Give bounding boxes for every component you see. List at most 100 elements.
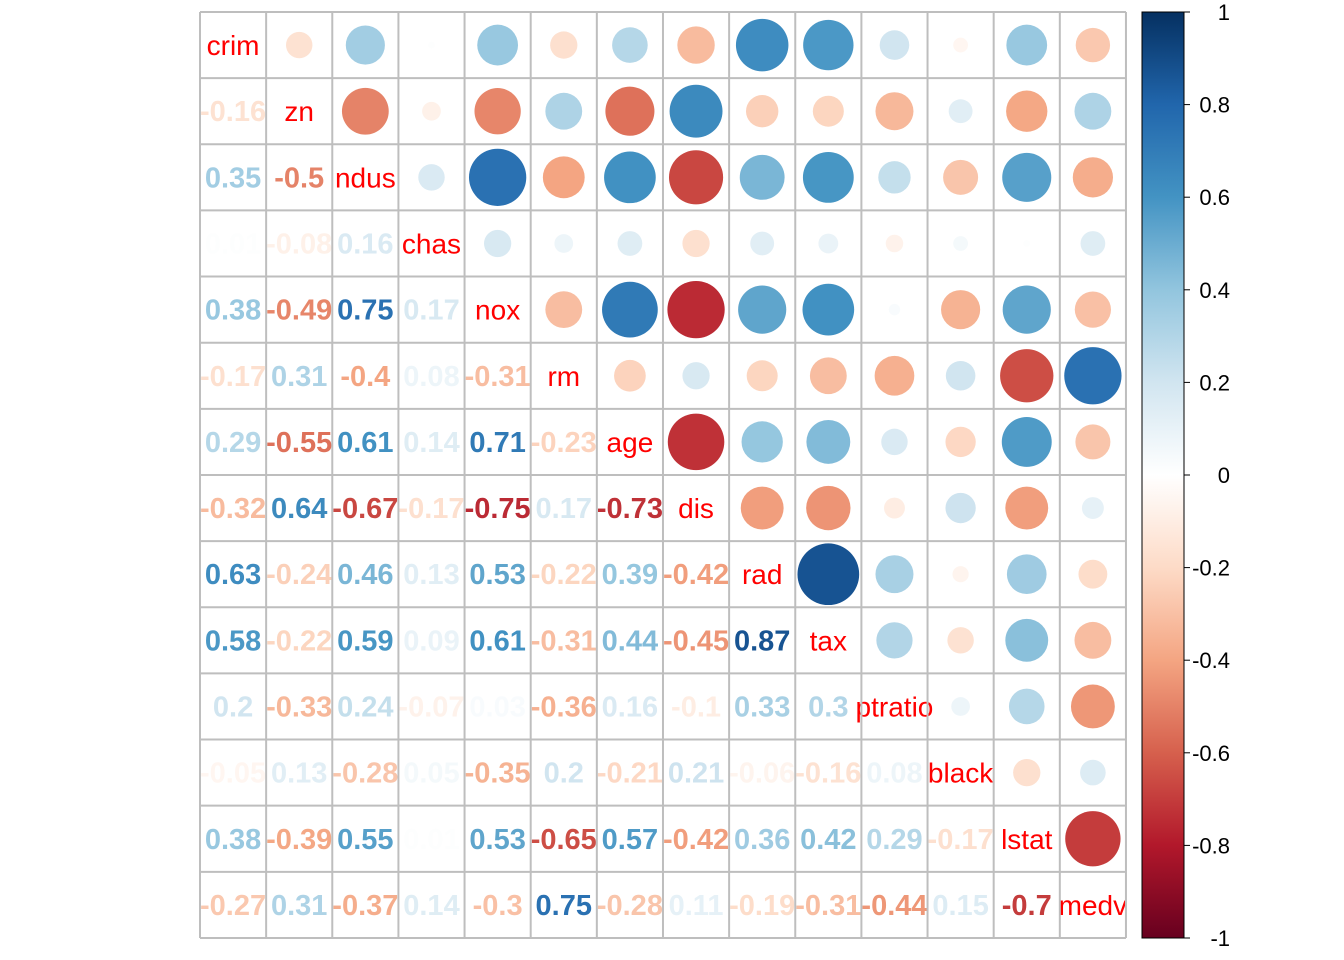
corr-circle-indus-rm xyxy=(542,156,585,199)
corr-circle-zn-ptratio xyxy=(875,92,914,131)
corr-circle-nox-medv xyxy=(1074,291,1112,328)
corr-value-nox-zn: -0.49 xyxy=(266,295,332,327)
corr-circle-indus-tax xyxy=(802,151,854,203)
corr-circle-dis-ptratio xyxy=(884,497,905,519)
corr-circle-tax-lstat xyxy=(1005,618,1049,662)
colorbar-tick-label: 0.8 xyxy=(1199,93,1230,118)
corr-circle-crim-chas xyxy=(428,41,435,49)
diagonal-label-rad: rad xyxy=(742,559,782,590)
corr-circle-zn-rm xyxy=(545,92,583,130)
corr-value-rad-zn: -0.24 xyxy=(266,559,332,591)
corr-value-lstat-nox: 0.53 xyxy=(469,824,525,856)
colorbar-tick-label: 1 xyxy=(1218,0,1230,25)
corr-circle-indus-nox xyxy=(468,148,527,206)
corr-circle-zn-dis xyxy=(669,84,723,138)
corr-value-dis-age: -0.73 xyxy=(597,493,663,525)
corr-circle-crim-lstat xyxy=(1006,24,1048,66)
corr-value-black-tax: -0.16 xyxy=(795,758,861,790)
corr-value-lstat-tax: 0.42 xyxy=(800,824,856,856)
corr-value-age-crim: 0.29 xyxy=(205,427,261,459)
corr-value-medv-rm: 0.75 xyxy=(536,890,592,922)
corr-circle-age-ptratio xyxy=(881,428,908,456)
corr-value-black-rad: -0.06 xyxy=(729,758,795,790)
corr-circle-chas-rad xyxy=(750,231,775,256)
diagonal-label-crim: crim xyxy=(207,30,260,61)
corr-circle-age-medv xyxy=(1075,424,1111,460)
corr-circle-crim-age xyxy=(612,27,648,63)
corr-circle-age-dis xyxy=(667,413,725,471)
corr-value-tax-indus: 0.59 xyxy=(337,625,393,657)
corr-value-tax-zn: -0.22 xyxy=(266,625,332,657)
corr-circle-rm-rad xyxy=(746,360,778,392)
corr-value-medv-lstat: -0.7 xyxy=(1002,890,1052,922)
corr-value-medv-crim: -0.27 xyxy=(200,890,266,922)
colorbar-tick-label: -1 xyxy=(1210,926,1230,951)
corr-circle-indus-black xyxy=(943,159,979,195)
corr-circle-rm-lstat xyxy=(1000,349,1054,403)
corr-value-black-chas: 0.05 xyxy=(403,758,459,790)
colorbar-tick-label: -0.4 xyxy=(1192,648,1230,673)
corr-circle-dis-tax xyxy=(806,485,851,531)
corr-circle-chas-medv xyxy=(1080,231,1106,256)
corr-circle-rad-ptratio xyxy=(875,555,914,594)
corr-value-nox-chas: 0.17 xyxy=(403,295,459,327)
corr-value-black-age: -0.21 xyxy=(597,758,663,790)
corr-value-lstat-rm: -0.65 xyxy=(531,824,597,856)
corr-circle-crim-tax xyxy=(803,19,854,71)
corr-circle-dis-medv xyxy=(1081,497,1104,520)
corr-circle-age-black xyxy=(945,426,976,458)
corr-circle-nox-rad xyxy=(738,285,787,334)
corr-value-medv-dis: 0.11 xyxy=(669,890,724,922)
corr-value-lstat-chas: 0.01 xyxy=(403,824,459,856)
corr-circle-zn-nox xyxy=(474,88,521,135)
corr-circle-rm-black xyxy=(945,360,976,391)
corr-value-black-zn: 0.13 xyxy=(271,758,327,790)
corr-circle-nox-rm xyxy=(545,291,583,329)
corr-circle-tax-black xyxy=(947,627,974,654)
diagonal-label-chas: chas xyxy=(402,228,461,259)
corr-circle-crim-indus xyxy=(345,25,385,65)
corr-value-indus-crim: 0.35 xyxy=(205,162,261,194)
corr-value-tax-chas: 0.09 xyxy=(403,625,459,657)
corr-circle-ptratio-black xyxy=(951,697,970,716)
corr-value-ptratio-tax: 0.3 xyxy=(808,691,848,723)
corr-circle-crim-dis xyxy=(677,26,715,64)
corr-value-ptratio-dis: -0.1 xyxy=(671,691,721,723)
colorbar-tick-label: 0.6 xyxy=(1199,185,1230,210)
corr-circle-rm-medv xyxy=(1064,347,1122,405)
corr-value-medv-chas: 0.14 xyxy=(403,890,459,922)
corr-value-black-dis: 0.21 xyxy=(668,758,724,790)
corr-circle-nox-dis xyxy=(667,280,725,339)
corr-circle-indus-age xyxy=(604,151,656,204)
corr-circle-age-rad xyxy=(741,421,783,463)
corr-circle-tax-ptratio xyxy=(876,622,913,659)
diagonal-label-lstat: lstat xyxy=(1001,824,1053,855)
corr-circle-crim-ptratio xyxy=(879,30,910,60)
corr-circle-indus-lstat xyxy=(1002,152,1052,202)
corr-circle-rm-dis xyxy=(682,362,710,390)
corr-circle-dis-rad xyxy=(740,486,784,530)
corr-value-dis-chas: -0.17 xyxy=(398,493,464,525)
diagonal-label-dis: dis xyxy=(678,493,714,524)
corr-value-medv-zn: 0.31 xyxy=(271,890,327,922)
corr-circle-rad-lstat xyxy=(1006,554,1047,595)
corr-value-tax-nox: 0.61 xyxy=(469,625,525,657)
corr-value-chas-zn: -0.08 xyxy=(266,228,332,260)
matrix-grid xyxy=(199,11,1127,939)
corr-circle-crim-medv xyxy=(1075,27,1111,63)
corr-value-age-zn: -0.55 xyxy=(266,427,332,459)
diagonal-label-age: age xyxy=(607,427,654,458)
corr-value-rad-crim: 0.63 xyxy=(205,559,261,591)
corr-value-dis-rm: 0.17 xyxy=(536,493,592,525)
corr-value-lstat-crim: 0.38 xyxy=(205,824,261,856)
colorbar-tick-label: 0.4 xyxy=(1199,278,1230,303)
corr-circle-crim-zn xyxy=(285,31,313,59)
corr-value-dis-crim: -0.32 xyxy=(200,493,266,525)
diagonal-label-medv: medv xyxy=(1059,890,1127,921)
corr-circle-dis-lstat xyxy=(1005,486,1049,530)
diagonal-label-rm: rm xyxy=(547,361,580,392)
corr-circle-rad-black xyxy=(952,566,969,583)
corr-value-medv-ptratio: -0.44 xyxy=(861,890,927,922)
corr-circle-chas-dis xyxy=(682,229,710,258)
